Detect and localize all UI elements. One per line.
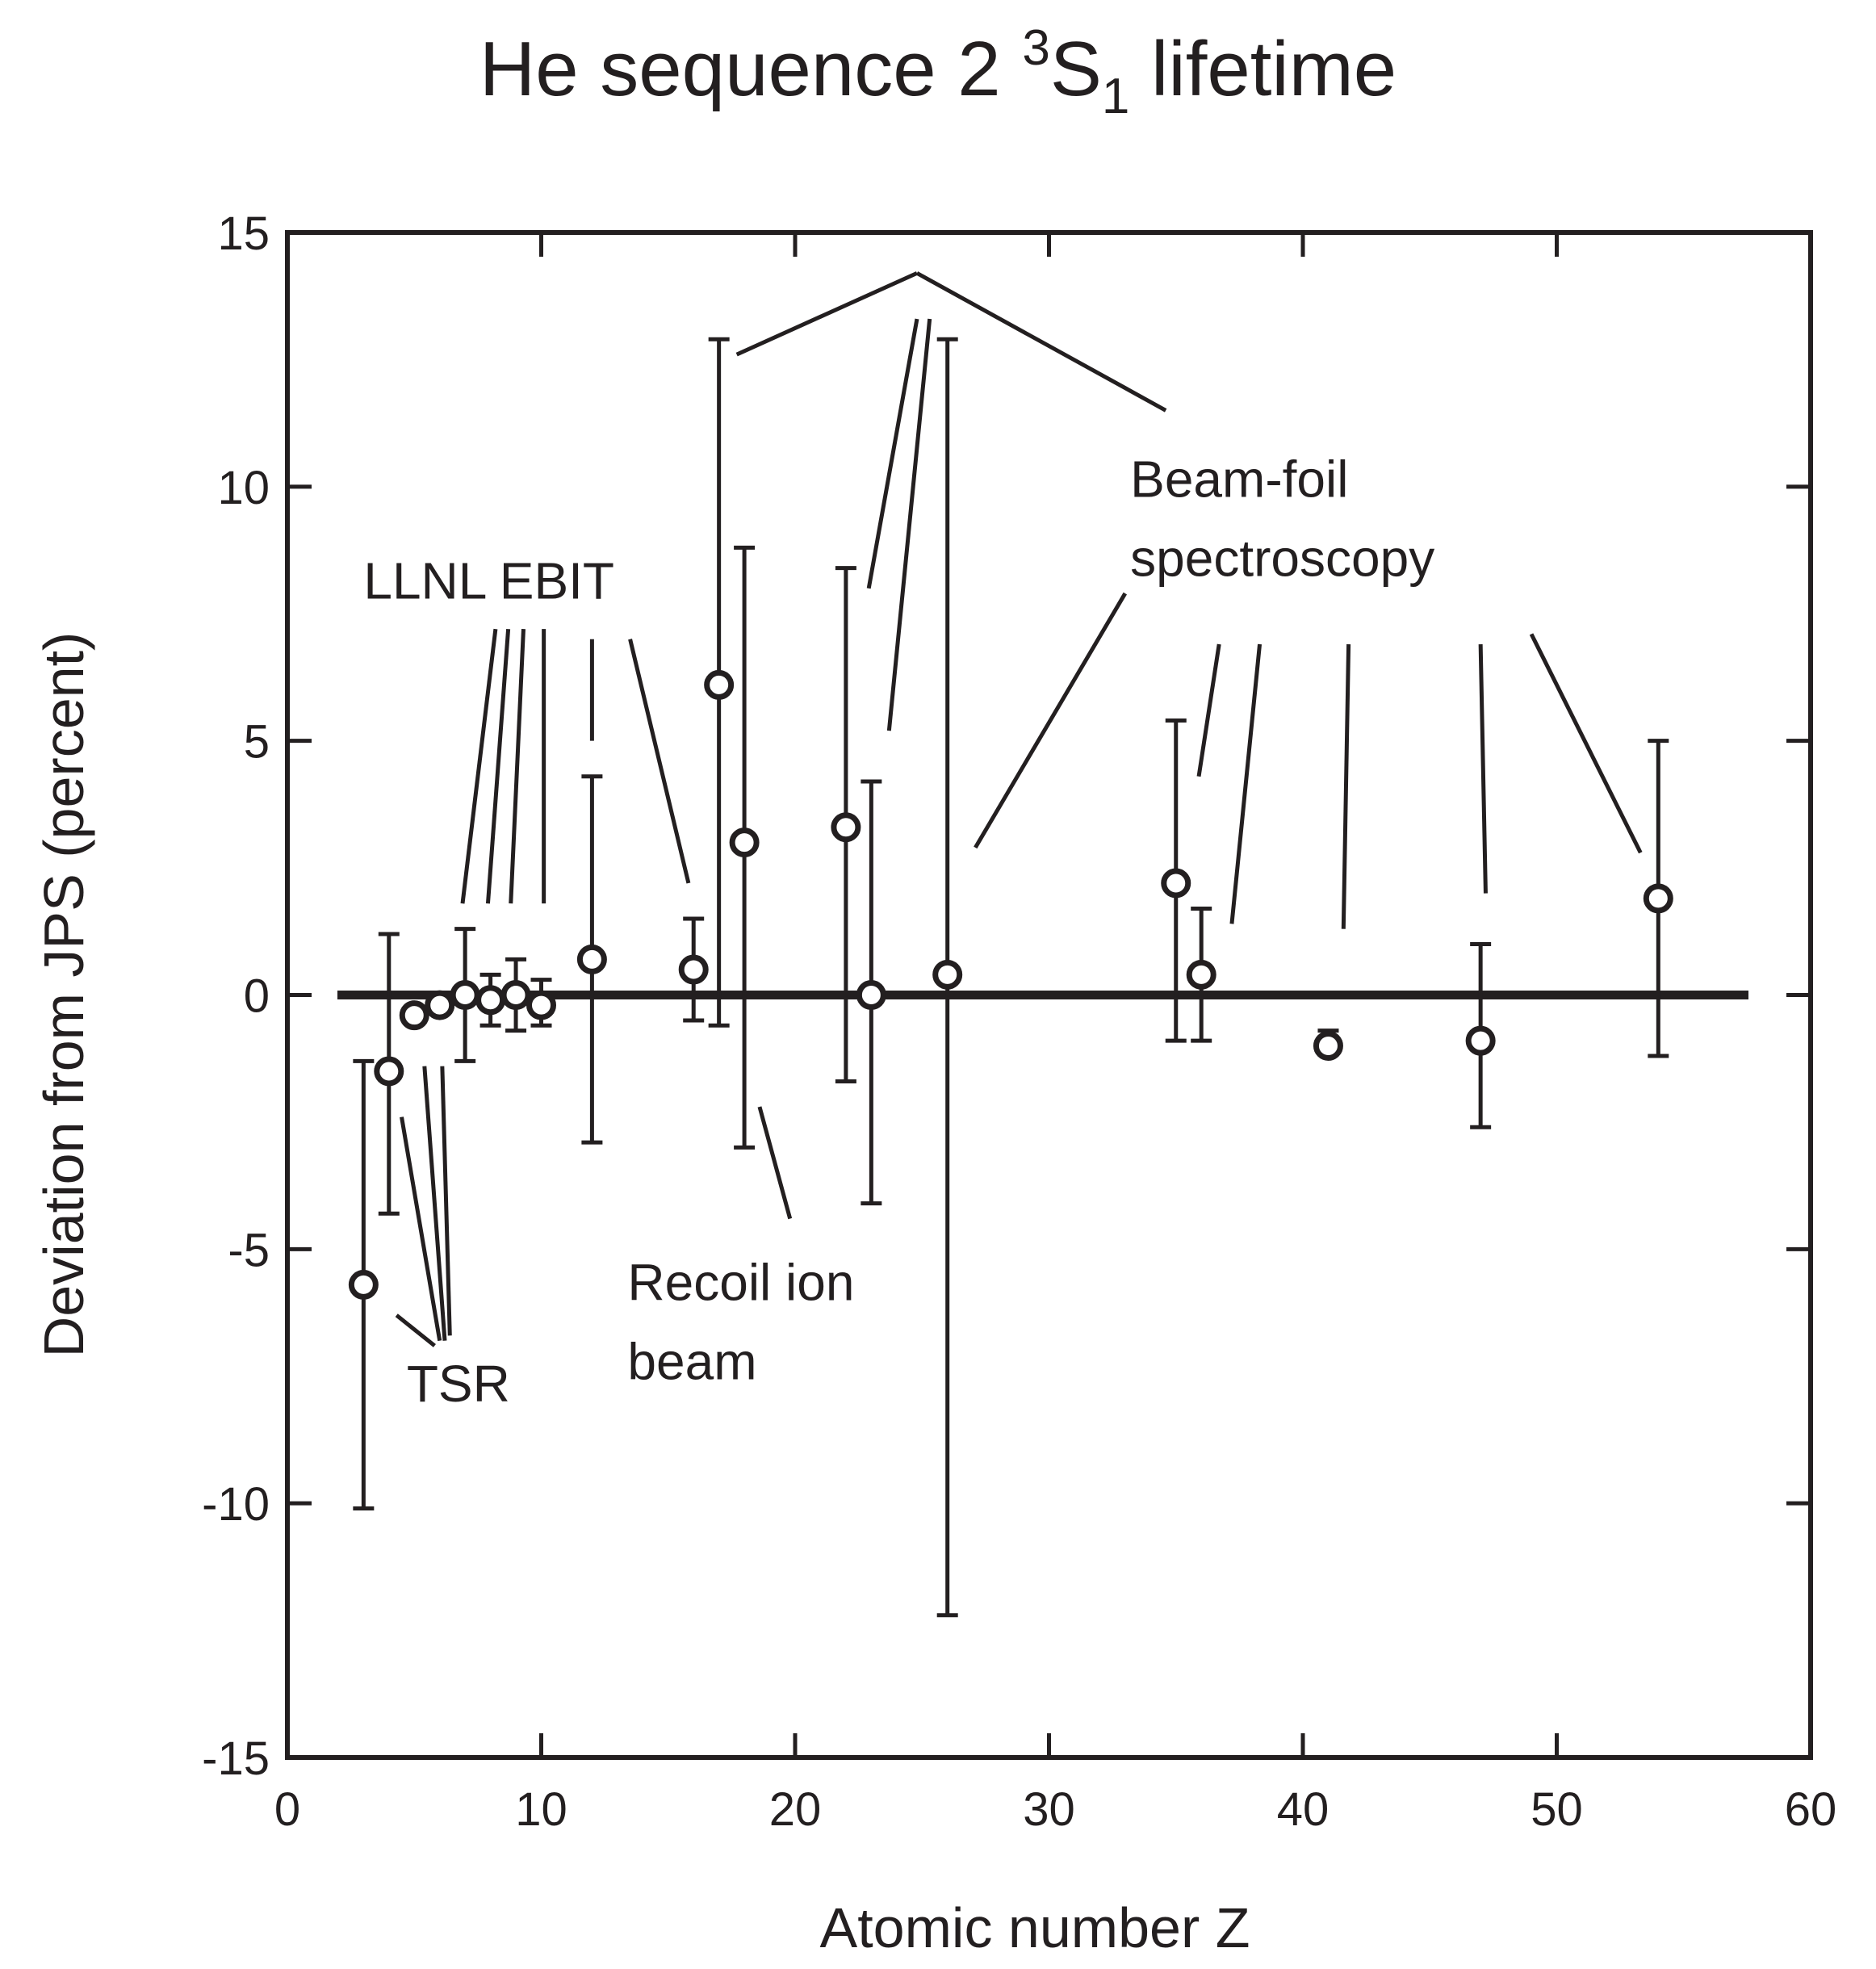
x-tick-label: 10 — [515, 1783, 567, 1836]
data-point — [856, 980, 886, 1010]
annotation-leader — [1341, 643, 1351, 929]
annotation-label: Recoil ion — [627, 1253, 854, 1311]
y-axis-label: Deviation from JPS (percent) — [32, 632, 95, 1358]
data-point — [500, 980, 531, 1010]
annotation-leader — [628, 639, 691, 884]
y-tick-label: 10 — [217, 462, 270, 514]
chart-title: He sequence 2 3S1 lifetime — [479, 20, 1397, 124]
annotation-leader — [735, 271, 918, 357]
y-tick-label: 5 — [244, 716, 270, 769]
data-point — [1161, 868, 1191, 899]
x-tick-label: 30 — [1023, 1783, 1075, 1836]
annotation-leader — [757, 1106, 793, 1220]
annotation-leader — [915, 271, 1167, 413]
y-axis-ticks: -15 -10 -5 0 5 10 15 — [202, 207, 1811, 1785]
data-point — [1186, 959, 1216, 990]
data-point — [425, 990, 455, 1020]
x-tick-label: 20 — [769, 1783, 822, 1836]
data-point — [678, 954, 709, 985]
data-point — [348, 1269, 379, 1300]
annotation-label: spectroscopy — [1130, 529, 1434, 587]
x-axis-ticks: 0 10 20 30 40 50 60 — [274, 233, 1836, 1836]
annotation-leader — [974, 592, 1128, 849]
data-point — [450, 980, 480, 1010]
annotation-leader — [1229, 643, 1263, 924]
data-point — [831, 812, 861, 843]
y-tick-label: -15 — [202, 1732, 270, 1785]
data-point — [1643, 883, 1673, 914]
annotation-leader — [1196, 643, 1221, 777]
annotation-leader — [395, 1313, 436, 1347]
data-point — [475, 985, 506, 1016]
annotation-leader — [460, 628, 498, 904]
annotation-leader — [886, 318, 932, 731]
x-tick-label: 40 — [1277, 1783, 1330, 1836]
data-point — [399, 1000, 429, 1031]
annotation-leader — [1478, 643, 1488, 894]
annotation-label: Beam-foil — [1130, 450, 1348, 508]
data-point — [704, 669, 735, 700]
annotation-label: TSR — [407, 1355, 510, 1413]
annotation-leader — [440, 1066, 452, 1336]
x-tick-label: 0 — [274, 1783, 300, 1836]
y-tick-label: -5 — [228, 1224, 270, 1276]
data-point — [526, 990, 556, 1020]
x-tick-label: 50 — [1531, 1783, 1583, 1836]
annotation-leader — [485, 628, 511, 904]
data-point — [374, 1056, 404, 1087]
x-axis-label: Atomic number Z — [820, 1896, 1250, 1959]
annotation-label: LLNL EBIT — [363, 551, 614, 610]
data-point — [1465, 1025, 1496, 1056]
annotation-leader — [422, 1066, 447, 1341]
annotation-leader — [1529, 633, 1643, 854]
annotation-label: beam — [627, 1332, 756, 1390]
y-tick-label: 15 — [217, 207, 270, 260]
y-tick-label: -10 — [202, 1478, 270, 1531]
data-point — [729, 827, 760, 858]
y-tick-label: 0 — [244, 970, 270, 1023]
annotations: LLNL EBIT Recoil ion beam TSR Beam-foil spect… — [363, 271, 1643, 1413]
data-point — [576, 944, 607, 974]
data-points — [348, 337, 1673, 1618]
data-point — [1313, 1030, 1343, 1061]
data-point — [932, 959, 963, 990]
annotation-leader — [509, 629, 526, 904]
annotation-leader — [400, 1116, 442, 1342]
annotation-leader — [866, 318, 919, 589]
x-tick-label: 60 — [1785, 1783, 1837, 1836]
